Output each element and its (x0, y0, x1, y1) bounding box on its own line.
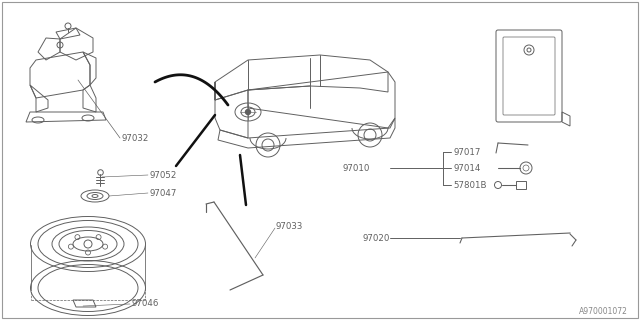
Text: 97017: 97017 (453, 148, 481, 156)
Text: 97047: 97047 (150, 188, 177, 197)
Bar (516, 181, 526, 189)
Text: 97033: 97033 (276, 221, 303, 230)
Text: 97010: 97010 (342, 164, 370, 172)
Text: 97052: 97052 (150, 171, 177, 180)
Text: 97046: 97046 (132, 300, 159, 308)
Text: 97014: 97014 (453, 164, 481, 172)
Text: A970001072: A970001072 (579, 308, 628, 316)
Text: 97020: 97020 (363, 234, 390, 243)
Text: 57801B: 57801B (453, 180, 486, 189)
Text: 97032: 97032 (122, 133, 149, 142)
Circle shape (246, 109, 250, 115)
